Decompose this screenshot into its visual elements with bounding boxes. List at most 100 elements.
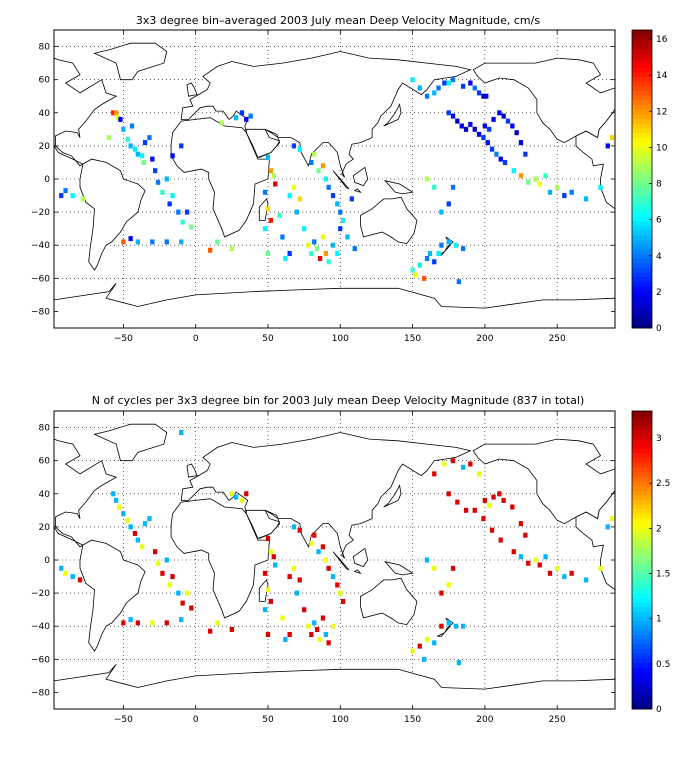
data-cell xyxy=(121,239,126,245)
chart-title: N of cycles per 3x3 degree bin for 2003 … xyxy=(92,394,585,407)
data-cell xyxy=(262,570,268,576)
data-cell xyxy=(463,126,469,132)
data-cell xyxy=(326,259,331,265)
colorbar-segment xyxy=(632,587,652,594)
y-tick-label: 80 xyxy=(39,43,51,53)
colorbar-segment xyxy=(632,48,652,54)
data-cell xyxy=(77,577,83,583)
data-cell xyxy=(422,656,427,662)
colorbar-segment xyxy=(632,415,652,421)
data-cell xyxy=(489,146,495,152)
data-cell xyxy=(234,494,239,500)
data-cell xyxy=(330,623,336,629)
colorbar-segment xyxy=(632,188,652,194)
data-cell xyxy=(164,239,169,245)
data-cell xyxy=(446,201,451,207)
data-cell xyxy=(262,189,268,195)
data-cell xyxy=(446,110,451,116)
x-tick-label: 100 xyxy=(332,715,349,725)
colorbar-segment xyxy=(632,230,652,236)
colorbar-segment xyxy=(632,197,652,203)
coastline xyxy=(383,103,402,127)
colorbar-tick-label: 3 xyxy=(656,434,662,444)
data-cell xyxy=(70,574,75,580)
colorbar-segment xyxy=(632,290,652,296)
x-tick-label: 50 xyxy=(262,334,274,344)
data-cell xyxy=(463,507,469,513)
colorbar-segment xyxy=(632,53,652,59)
data-cell xyxy=(547,570,553,576)
data-cell xyxy=(121,511,126,517)
colorbar-segment xyxy=(632,323,652,329)
data-cell xyxy=(128,143,133,149)
data-cell xyxy=(179,143,184,149)
colorbar-segment xyxy=(632,57,652,64)
coastline xyxy=(360,196,418,245)
colorbar-segment xyxy=(632,480,652,486)
colorbar-tick-label: 2.5 xyxy=(656,479,670,489)
data-cell xyxy=(297,577,302,583)
colorbar-segment xyxy=(632,99,652,105)
colorbar-tick-label: 4 xyxy=(656,252,662,262)
data-cell xyxy=(291,565,297,571)
data-cell xyxy=(309,160,314,165)
data-cell xyxy=(265,632,271,637)
x-tick-label: 250 xyxy=(549,334,566,344)
data-cell xyxy=(291,524,297,530)
colorbar-segment xyxy=(632,583,652,589)
colorbar-segment xyxy=(632,141,652,147)
data-cell xyxy=(555,184,560,190)
colorbar-segment xyxy=(632,639,652,645)
data-cell xyxy=(330,242,336,248)
data-cell xyxy=(456,660,461,666)
data-cell xyxy=(338,226,343,232)
colorbar-segment xyxy=(632,76,652,82)
data-cell xyxy=(239,110,245,116)
colorbar-segment xyxy=(632,597,652,603)
coastline xyxy=(258,579,269,602)
colorbar-segment xyxy=(632,499,652,505)
x-tick-label: 150 xyxy=(404,715,421,725)
data-cell xyxy=(439,242,444,248)
data-cell xyxy=(208,247,213,253)
data-cell xyxy=(476,131,482,137)
colorbar-tick-label: 10 xyxy=(656,143,668,153)
coastline xyxy=(383,484,402,508)
data-cell xyxy=(114,110,119,116)
data-cell xyxy=(446,239,451,245)
colorbar-tick-label: 12 xyxy=(656,107,667,117)
coastline xyxy=(360,577,418,626)
data-cell xyxy=(297,527,302,533)
data-cell xyxy=(533,176,538,182)
chart-title: 3x3 degree bin–averaged 2003 July mean D… xyxy=(136,14,540,27)
data-cell xyxy=(179,430,184,435)
colorbar-segment xyxy=(632,494,652,500)
data-cell xyxy=(442,80,447,86)
data-cell xyxy=(150,156,155,162)
colorbar-segment xyxy=(632,155,652,161)
colorbar-tick-label: 14 xyxy=(656,71,668,81)
data-cell xyxy=(432,640,437,646)
colorbar-segment xyxy=(632,420,652,426)
colorbar-segment xyxy=(632,411,652,417)
data-cell xyxy=(176,209,181,215)
data-cell xyxy=(180,219,185,225)
data-cell xyxy=(283,256,288,261)
colorbar-segment xyxy=(632,681,652,687)
data-cell xyxy=(140,153,145,159)
colorbar-segment xyxy=(632,671,652,677)
data-cell xyxy=(562,574,567,580)
data-cell xyxy=(481,93,486,99)
data-cell xyxy=(323,251,328,256)
data-cell xyxy=(338,590,343,596)
colorbar-segment xyxy=(632,555,652,561)
data-cell xyxy=(208,628,213,634)
y-tick-label: 40 xyxy=(39,490,51,500)
data-cell xyxy=(312,532,317,538)
coastline xyxy=(186,82,198,97)
colorbar-segment xyxy=(632,448,652,454)
data-cell xyxy=(341,598,346,604)
y-tick-label: −40 xyxy=(31,241,50,251)
colorbar-segment xyxy=(632,216,652,222)
data-cell xyxy=(294,590,299,596)
